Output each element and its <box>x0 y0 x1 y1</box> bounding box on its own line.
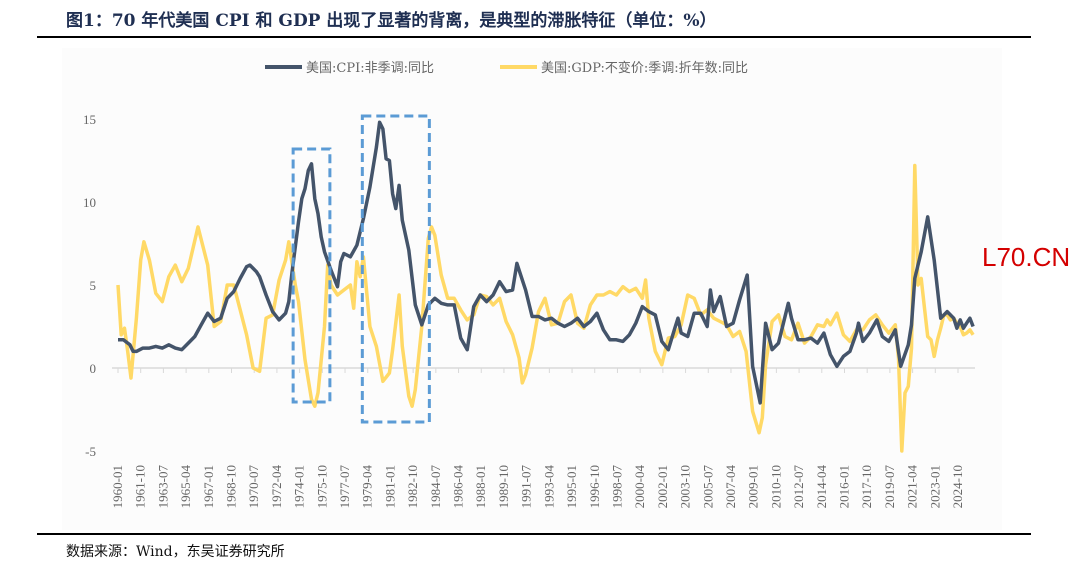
title-divider <box>37 36 1031 38</box>
x-tick-label: 1972-04 <box>269 465 284 509</box>
y-tick-label: 5 <box>90 278 97 293</box>
x-tick-label: 1988-01 <box>473 465 488 508</box>
y-tick-label: 10 <box>83 195 96 210</box>
x-tick-label: 2000-04 <box>632 465 647 509</box>
series-group <box>116 120 975 453</box>
y-axis: 15 10 5 0 -5 <box>83 112 96 459</box>
y-tick-label: 0 <box>90 361 97 376</box>
x-axis: 1960-01 1961-10 1963-07 1965-04 1967-01 1968-… <box>110 367 975 509</box>
x-tick-label: 1977-07 <box>337 465 352 509</box>
x-tick-label: 1989-10 <box>496 465 511 508</box>
x-tick-label: 2016-01 <box>836 465 851 508</box>
x-tick-label: 1993-04 <box>541 465 556 509</box>
x-tick-label: 2005-07 <box>700 465 715 509</box>
source-note: 数据来源：Wind，东吴证券研究所 <box>66 544 285 560</box>
x-tick-label: 1996-10 <box>587 465 602 508</box>
x-tick-label: 1995-01 <box>564 465 579 508</box>
x-tick-label: 2010-10 <box>768 465 783 508</box>
x-tick-label: 1984-07 <box>428 465 443 509</box>
x-tick-label: 2012-07 <box>791 465 806 509</box>
x-tick-label: 1986-04 <box>451 465 466 509</box>
y-tick-label: -5 <box>85 444 96 459</box>
chart-title: 图1：70 年代美国 CPI 和 GDP 出现了显著的背离，是典型的滞胀特征（单… <box>66 11 717 31</box>
x-tick-label: 1961-10 <box>133 465 148 508</box>
series-line-cpi <box>118 120 975 405</box>
x-tick-label: 2014-04 <box>814 465 829 509</box>
x-tick-label: 2017-10 <box>859 465 874 508</box>
x-tick-label: 1967-01 <box>201 465 216 508</box>
legend: 美国:CPI:非季调:同比 美国:GDP:不变价:季调:折年数:同比 <box>265 60 748 76</box>
x-tick-label: 1965-04 <box>178 465 193 509</box>
legend-label-cpi: 美国:CPI:非季调:同比 <box>306 61 434 76</box>
x-tick-label: 1979-04 <box>360 465 375 509</box>
x-tick-label: 1970-07 <box>246 465 261 509</box>
footer-divider <box>37 533 1031 535</box>
y-tick-label: 15 <box>83 112 96 127</box>
highlight-box <box>360 114 431 424</box>
x-tick-label: 2023-01 <box>927 465 942 508</box>
x-tick-label: 2021-04 <box>905 465 920 509</box>
x-tick-label: 2007-04 <box>723 465 738 509</box>
x-tick-label: 1981-01 <box>382 465 397 508</box>
plot-background <box>62 48 1002 530</box>
x-tick-label: 1975-10 <box>314 465 329 508</box>
x-tick-label: 1991-07 <box>519 465 534 509</box>
x-tick-label: 2009-01 <box>746 465 761 508</box>
x-tick-label: 2024-10 <box>950 465 965 508</box>
x-tick-label: 1974-01 <box>292 465 307 508</box>
x-tick-label: 2002-01 <box>655 465 670 508</box>
highlight-box <box>291 147 332 404</box>
legend-label-gdp: 美国:GDP:不变价:季调:折年数:同比 <box>541 60 748 76</box>
x-tick-label: 2019-07 <box>882 465 897 509</box>
x-tick-label: 2003-10 <box>678 465 693 508</box>
x-tick-label: 1963-07 <box>155 465 170 509</box>
x-tick-label: 1982-10 <box>405 465 420 508</box>
highlight-boxes <box>291 114 431 424</box>
x-tick-label: 1968-10 <box>224 465 239 508</box>
x-tick-label: 1960-01 <box>110 465 125 508</box>
watermark: L70.CN <box>982 242 1071 272</box>
x-tick-label: 1998-07 <box>609 465 624 509</box>
